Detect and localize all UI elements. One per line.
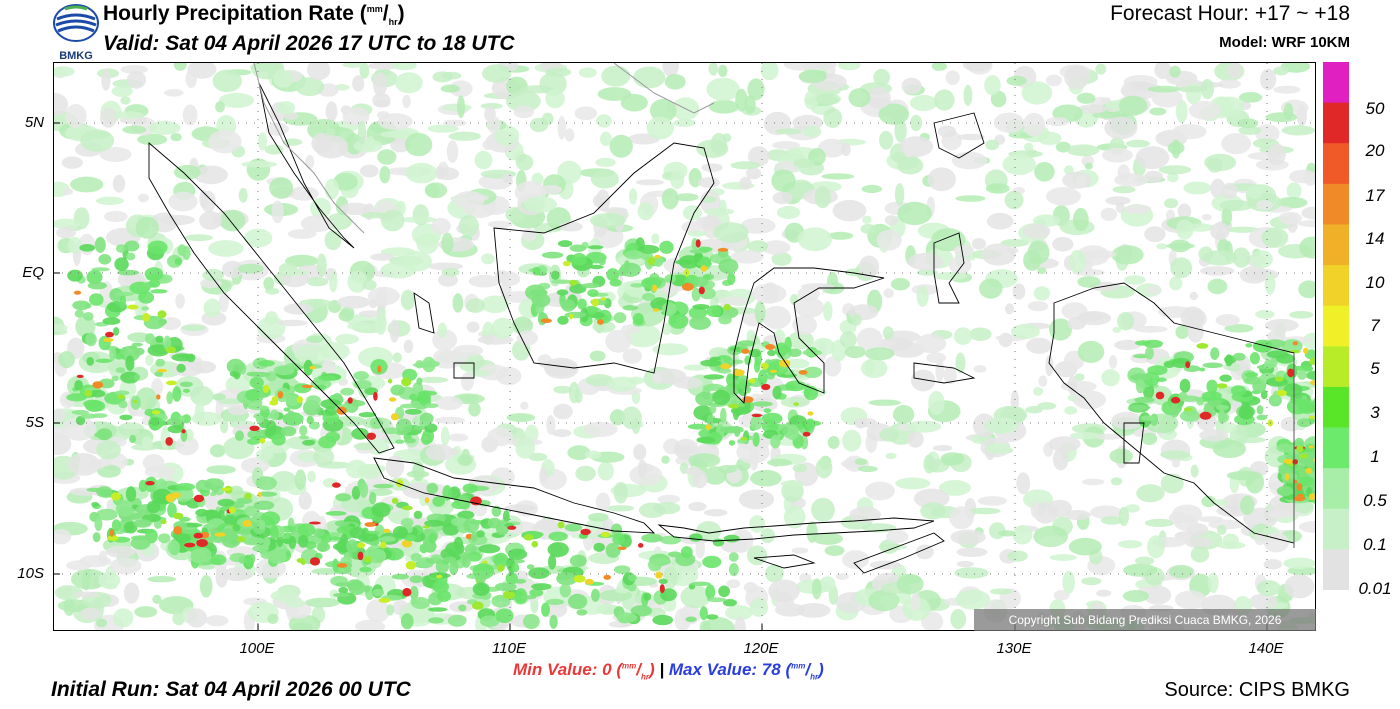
coastline-path [453,362,475,379]
colorbar-swatch [1323,224,1349,266]
colorbar-label-3: 3 [1370,403,1380,422]
lat-label-eq: EQ [22,264,44,281]
colorbar-label-7: 7 [1370,316,1380,335]
colorbar-swatch [1323,305,1349,347]
min-value: 0 [602,660,612,679]
max-value-label: Max Value: [668,660,758,679]
bmkg-logo: BMKG [51,1,101,62]
coastline-path [933,112,985,159]
minmax-separator: | [659,660,665,679]
colorbar-swatches [1323,62,1349,590]
lat-label-5n: 5N [24,114,44,131]
forecast-hour: Forecast Hour: +17 ~ +18 [1110,2,1350,25]
colorbar-label-5: 5 [1370,359,1380,378]
map-canvas [54,63,1315,630]
valid-time: Valid: Sat 04 April 2026 17 UTC to 18 UT… [103,32,515,55]
colorbar-swatch [1323,468,1349,510]
coastline-path [733,267,885,404]
colorbar-swatch [1323,183,1349,225]
lon-label-130e: 130E [996,640,1032,657]
precipitation-map [53,62,1316,631]
colorbar-swatch [1323,549,1349,590]
logo-text: BMKG [59,50,93,61]
colorbar [1323,62,1349,590]
colorbar-swatch [1323,102,1349,144]
bmkg-logo-icon: BMKG [53,4,99,62]
colorbar-swatch [1323,346,1349,388]
colorbar-label-17: 17 [1365,186,1385,205]
min-max-values: Min Value: 0 (mm/hr) | Max Value: 78 (mm… [513,660,824,682]
colorbar-label-14: 14 [1365,229,1385,248]
precipitation-field [54,63,1315,630]
max-value: 78 [761,660,781,679]
lon-label-100e: 100E [239,640,275,657]
colorbar-swatch [1323,143,1349,185]
coastlines [148,63,1295,574]
initial-run: Initial Run: Sat 04 April 2026 00 UTC [51,678,411,701]
coastline-path [657,517,935,542]
min-value-label: Min Value: [513,660,598,679]
coastline-path [853,532,945,574]
lon-label-120e: 120E [743,640,779,657]
colorbar-label-20: 20 [1365,141,1385,160]
model-name: Model: WRF 10KM [1219,34,1350,51]
colorbar-swatch [1323,265,1349,307]
chart-title: Hourly Precipitation Rate (mm/hr) [103,2,405,28]
coastline-path [413,292,435,334]
coastline-path [1048,282,1295,544]
colorbar-label-0-1: 0.1 [1363,535,1387,554]
coastline-path [1123,422,1145,464]
colorbar-label-0-5: 0.5 [1363,491,1387,510]
coastline-path [913,362,976,384]
colorbar-swatch [1323,62,1349,104]
lon-label-140e: 140E [1248,640,1284,657]
colorbar-swatch [1323,508,1349,550]
coastline-path [753,554,816,569]
colorbar-swatch [1323,427,1349,469]
coastline-path [258,82,355,249]
coastline-path [493,142,715,374]
colorbar-label-0-01: 0.01 [1358,579,1392,598]
coastline-path [933,232,965,304]
mainland-coast [253,63,715,234]
lat-label-5s: 5S [25,414,44,431]
colorbar-swatch [1323,386,1349,429]
coastline-path [148,142,395,454]
lat-label-10s: 10S [17,565,44,582]
colorbar-label-50: 50 [1365,99,1385,118]
lon-label-110e: 110E [492,640,526,657]
coastline-path [373,457,656,534]
data-source: Source: CIPS BMKG [1164,679,1350,701]
copyright-note: Copyright Sub Bidang Prediksi Cuaca BMKG… [974,609,1316,631]
colorbar-label-1: 1 [1370,447,1380,466]
colorbar-label-10: 10 [1365,273,1385,292]
